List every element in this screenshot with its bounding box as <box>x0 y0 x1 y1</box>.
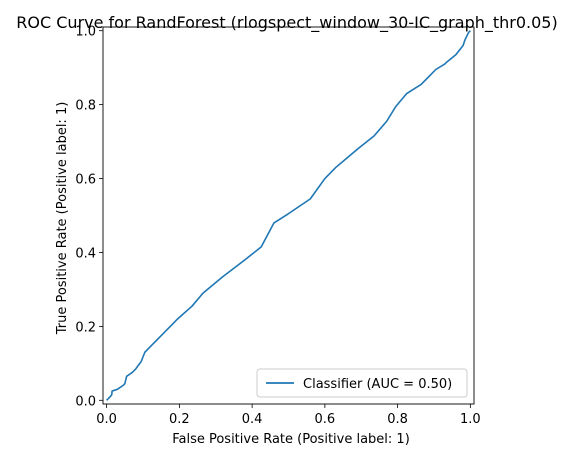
plot-frame <box>102 26 475 405</box>
x-tick-label: 0.0 <box>96 412 117 427</box>
y-tick-label: 0.2 <box>75 320 96 335</box>
y-tick-label: 0.0 <box>75 394 96 409</box>
y-tick-label: 0.6 <box>75 173 96 188</box>
chart-title: ROC Curve for RandForest (rlogspect_wind… <box>16 13 557 33</box>
legend-box <box>256 368 468 398</box>
x-tick-label: 1.0 <box>460 412 481 427</box>
y-axis-label: True Positive Rate (Positive label: 1) <box>55 102 70 336</box>
x-tick-label: 0.2 <box>169 412 190 427</box>
x-tick-label: 0.6 <box>315 412 336 427</box>
legend-label: Classifier (AUC = 0.50) <box>303 377 452 392</box>
roc-curve-line <box>106 30 471 401</box>
x-axis-label: False Positive Rate (Positive label: 1) <box>172 432 410 447</box>
y-tick-label: 1.0 <box>75 25 96 40</box>
x-tick-label: 0.4 <box>242 412 263 427</box>
legend: Classifier (AUC = 0.50) <box>256 368 468 398</box>
x-tick-label: 0.8 <box>387 412 408 427</box>
y-tick-label: 0.4 <box>75 246 96 261</box>
y-tick-label: 0.8 <box>75 99 96 114</box>
plot-area: 0.0 0.2 0.4 0.6 0.8 1.0 0.0 0.2 0.4 0.6 0.8 1.0 Clas… <box>75 25 480 427</box>
